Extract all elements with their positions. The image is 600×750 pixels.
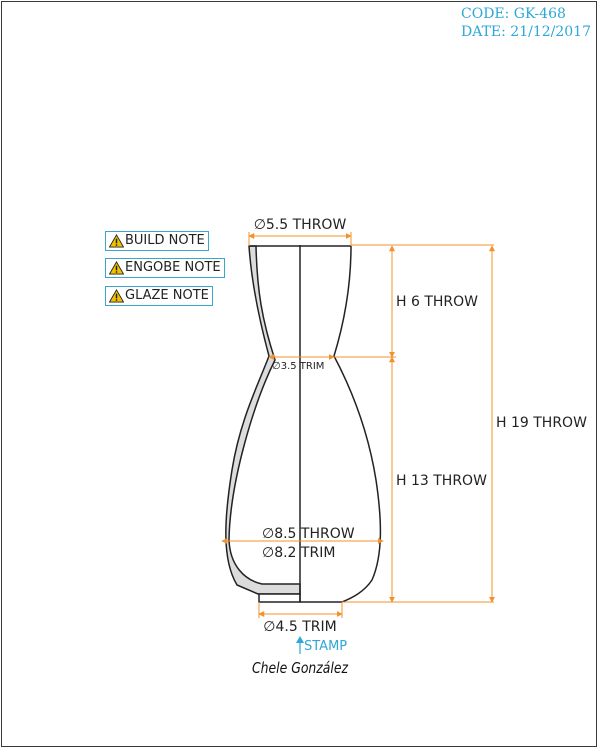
foot-dimension-label: ∅4.5 TRIM — [263, 619, 336, 635]
build-note-label: BUILD NOTE — [125, 233, 205, 248]
belly-trim-label: ∅8.2 TRIM — [262, 545, 335, 561]
warning-icon — [109, 234, 124, 248]
lower-height-label: H 13 THROW — [396, 473, 487, 489]
engobe-note-label: ENGOBE NOTE — [125, 260, 221, 275]
drawing-date: DATE: 21/12/2017 — [461, 24, 591, 40]
warning-icon — [109, 289, 124, 303]
glaze-note-label: GLAZE NOTE — [125, 288, 209, 303]
glaze-note-button[interactable]: GLAZE NOTE — [105, 286, 213, 306]
vase-outer-profile — [300, 245, 382, 603]
neck-dimension-label: ∅3.5 TRIM — [272, 361, 324, 372]
build-note-button[interactable]: BUILD NOTE — [105, 231, 209, 251]
foot-ring — [258, 593, 301, 603]
stamp-arrow-icon — [296, 636, 304, 643]
drawing-code: CODE: GK-468 — [461, 6, 566, 22]
stamp-label: STAMP — [304, 639, 347, 654]
engobe-note-button[interactable]: ENGOBE NOTE — [105, 258, 225, 278]
upper-height-label: H 6 THROW — [396, 294, 478, 310]
warning-icon — [109, 261, 124, 275]
total-height-label: H 19 THROW — [496, 415, 587, 431]
belly-throw-label: ∅8.5 THROW — [262, 526, 355, 542]
rim-dimension-label: ∅5.5 THROW — [254, 217, 347, 233]
signature: Chele González — [252, 659, 349, 677]
